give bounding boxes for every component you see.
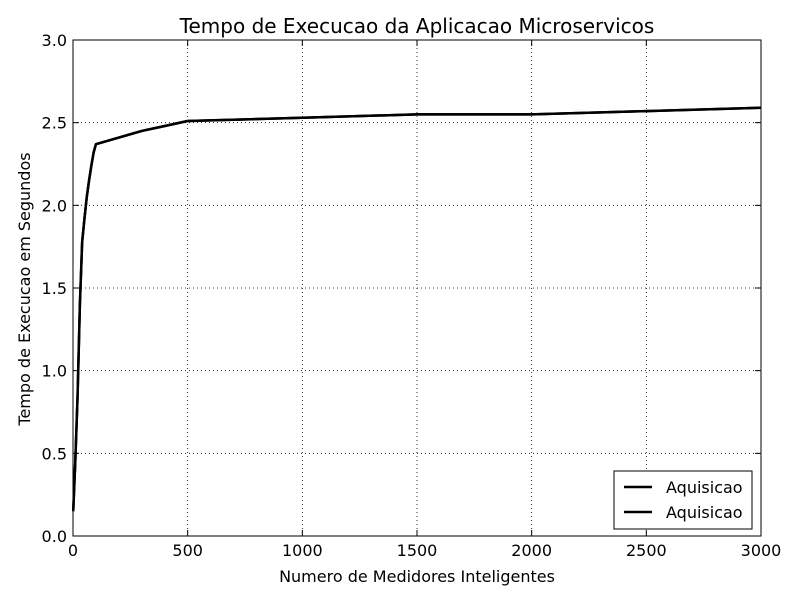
- series-line-2: [71, 106, 762, 512]
- chart-title: Tempo de Execucao da Aplicacao Microserv…: [179, 14, 655, 38]
- legend: Aquisicao Aquisicao: [613, 470, 753, 530]
- y-tick-label: 2.5: [42, 114, 67, 133]
- y-tick-label: 1.5: [42, 279, 67, 298]
- legend-label-2: Aquisicao: [666, 503, 743, 522]
- legend-box: [613, 470, 753, 530]
- y-tick-label: 0.0: [42, 527, 67, 546]
- x-tick-label: 1000: [282, 541, 323, 560]
- series-layer: [71, 106, 762, 512]
- x-axis-title: Numero de Medidores Inteligentes: [279, 567, 555, 586]
- y-tick-label: 3.0: [42, 31, 67, 50]
- y-axis-title: Tempo de Execucao em Segundos: [15, 152, 34, 426]
- legend-label-1: Aquisicao: [666, 478, 743, 497]
- y-tick-label: 0.5: [42, 444, 67, 463]
- x-tick-label: 500: [172, 541, 203, 560]
- x-tick-label: 3000: [741, 541, 782, 560]
- ticks: 0 500 1000 1500 2000 2500 3000 0.0 0.5 1.0 1.5 2.0 2…: [42, 31, 782, 560]
- x-tick-label: 2500: [626, 541, 667, 560]
- y-tick-label: 2.0: [42, 196, 67, 215]
- x-tick-label: 2000: [511, 541, 552, 560]
- x-tick-label: 1500: [397, 541, 438, 560]
- y-tick-label: 1.0: [42, 362, 67, 381]
- x-tick-label: 0: [68, 541, 78, 560]
- grid: [73, 40, 761, 536]
